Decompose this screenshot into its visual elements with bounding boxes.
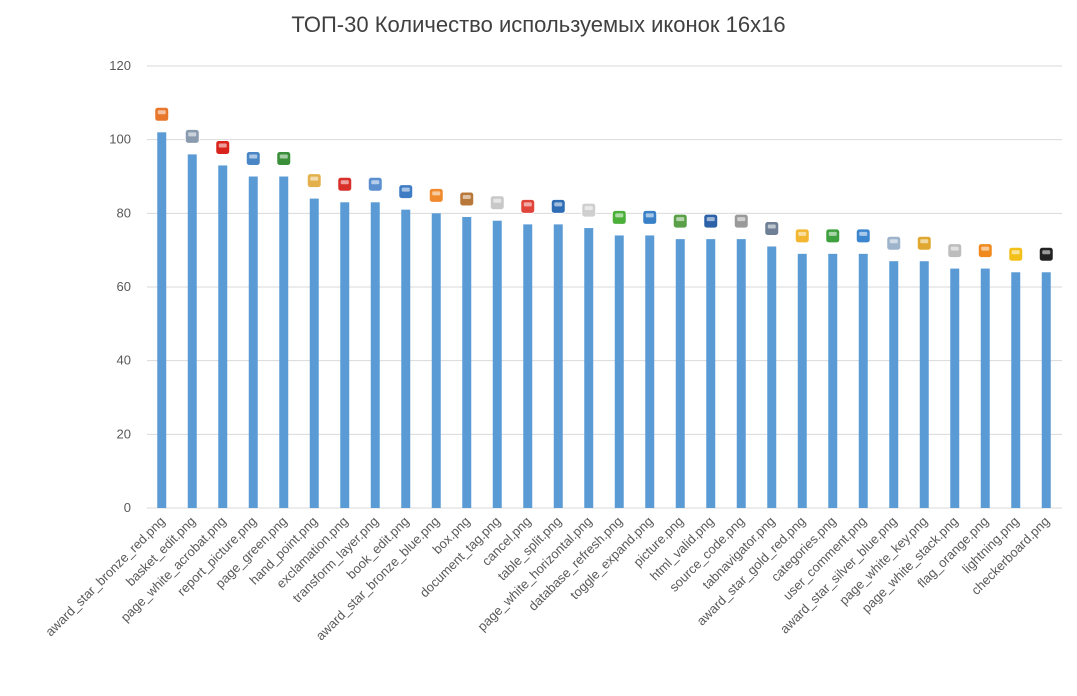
y-tick-label: 120 xyxy=(109,58,131,73)
user-comment-icon xyxy=(855,228,871,244)
bar xyxy=(828,253,838,508)
transform-layer-icon xyxy=(367,176,383,192)
bar xyxy=(218,165,228,508)
bar xyxy=(1011,272,1021,508)
bar xyxy=(767,246,777,508)
bar xyxy=(279,176,289,508)
bar xyxy=(797,253,807,508)
cancel-icon xyxy=(520,198,536,214)
bar xyxy=(1041,272,1051,508)
bar xyxy=(248,176,258,508)
basket-edit-icon xyxy=(184,128,200,144)
award-star-bronze-blue-icon xyxy=(428,187,444,203)
y-tick-label: 100 xyxy=(109,132,131,147)
bar xyxy=(309,198,319,508)
html-valid-icon xyxy=(703,213,719,229)
bar xyxy=(614,235,624,508)
x-tick-label: award_star_bronze_red.png xyxy=(42,514,168,640)
tabnavigator-icon xyxy=(764,220,780,236)
bar xyxy=(706,239,716,508)
bar xyxy=(340,202,350,509)
page-white-acrobat-icon xyxy=(215,139,231,155)
page-white-key-icon xyxy=(916,235,932,251)
checkerboard-icon xyxy=(1038,246,1054,262)
bar xyxy=(736,239,746,508)
lightning-icon xyxy=(1008,246,1024,262)
page-white-horizontal-icon xyxy=(581,202,597,218)
award-star-gold-red-icon xyxy=(794,228,810,244)
bar xyxy=(980,268,990,508)
bar xyxy=(523,224,533,508)
exclamation-icon xyxy=(337,176,353,192)
document-tag-icon xyxy=(489,195,505,211)
bar xyxy=(553,224,563,508)
hand-point-icon xyxy=(306,173,322,189)
bar xyxy=(157,132,167,509)
y-tick-label: 40 xyxy=(117,353,131,368)
bar xyxy=(889,261,899,508)
award-star-bronze-red-icon xyxy=(154,106,170,122)
page-green-icon xyxy=(276,151,292,166)
y-tick-label: 0 xyxy=(124,500,131,515)
bar xyxy=(919,261,929,508)
award-star-silver-blue-icon xyxy=(886,235,902,251)
chart-title: ТОП-30 Количество используемых иконок 16… xyxy=(291,12,786,37)
database-refresh-icon xyxy=(611,209,627,225)
toggle-expand-icon xyxy=(642,209,658,225)
book-edit-icon xyxy=(398,184,414,200)
bar xyxy=(675,239,685,508)
source-code-icon xyxy=(733,213,749,229)
y-tick-label: 80 xyxy=(117,205,131,220)
categories-icon xyxy=(825,228,841,244)
y-tick-label: 20 xyxy=(117,426,131,441)
bar xyxy=(858,253,868,508)
bar xyxy=(492,220,502,508)
bar xyxy=(187,154,197,508)
picture-icon xyxy=(672,213,688,229)
bar xyxy=(370,202,380,509)
bar xyxy=(950,268,960,508)
flag-orange-icon xyxy=(977,243,993,259)
report-picture-icon xyxy=(245,151,261,166)
bar xyxy=(645,235,655,508)
page-white-stack-icon xyxy=(947,243,963,259)
y-tick-label: 60 xyxy=(117,279,131,294)
box-icon xyxy=(459,191,475,207)
table-split-icon xyxy=(550,198,566,214)
bar xyxy=(401,209,411,508)
bar xyxy=(584,228,594,509)
bar xyxy=(462,217,472,508)
bar xyxy=(431,213,441,509)
